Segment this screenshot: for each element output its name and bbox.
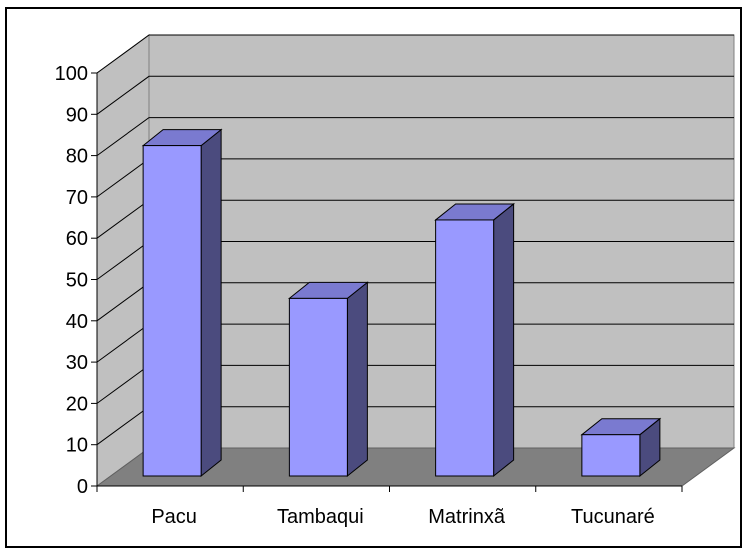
bar-front-face (142, 145, 202, 477)
bar-front-face (435, 219, 495, 477)
y-tick-labels: 0 10 20 30 40 50 60 70 80 90 100 (55, 63, 88, 498)
gridline (96, 34, 734, 74)
bar-matrinxã (434, 202, 516, 478)
bar-side-face (200, 128, 222, 478)
bar-front-face (288, 297, 348, 477)
bar-side-face (493, 202, 515, 478)
bar-side-face (346, 281, 368, 478)
y-tick-label: 70 (66, 187, 88, 209)
y-tick-label: 100 (55, 63, 88, 85)
y-tick-label: 30 (66, 352, 88, 374)
y-tick-label: 0 (77, 476, 88, 498)
bar-tucunaré (580, 417, 662, 478)
bar-front-face (581, 434, 641, 477)
y-tick-label: 50 (66, 270, 88, 292)
gridline (96, 75, 734, 115)
y-tick-label: 90 (66, 104, 88, 126)
x-tick-label: Tambaqui (277, 506, 364, 528)
bars (141, 128, 662, 478)
gridline (96, 117, 734, 157)
y-tick-label: 20 (66, 393, 88, 415)
y-tick-label: 80 (66, 146, 88, 168)
axes (91, 72, 683, 492)
y-tick-label: 10 (66, 435, 88, 457)
x-tick-label: Matrinxã (428, 506, 506, 528)
bar-pacu (141, 128, 223, 478)
y-tick-label: 60 (66, 228, 88, 250)
x-tick-label: Pacu (151, 506, 197, 528)
bar-tambaqui (287, 281, 369, 478)
y-tick-label: 40 (66, 311, 88, 333)
x-tick-label: Tucunaré (571, 506, 655, 528)
x-tick-labels: Pacu Tambaqui Matrinxã Tucunaré (151, 506, 654, 528)
